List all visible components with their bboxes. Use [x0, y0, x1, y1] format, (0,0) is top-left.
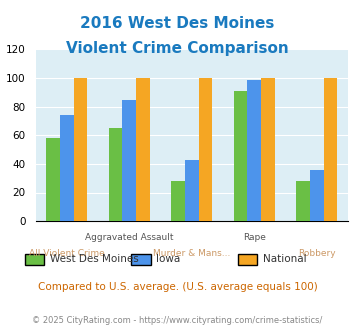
- Bar: [198, 78, 212, 221]
- Text: Iowa: Iowa: [156, 254, 180, 264]
- Bar: [310, 170, 323, 221]
- Text: All Violent Crime: All Violent Crime: [29, 249, 105, 258]
- Text: Compared to U.S. average. (U.S. average equals 100): Compared to U.S. average. (U.S. average …: [38, 282, 317, 292]
- Bar: [122, 100, 136, 221]
- Text: Murder & Mans...: Murder & Mans...: [153, 249, 230, 258]
- Text: West Des Moines: West Des Moines: [50, 254, 138, 264]
- Bar: [234, 91, 247, 221]
- Bar: [136, 78, 150, 221]
- Text: Aggravated Assault: Aggravated Assault: [85, 233, 174, 242]
- Text: National: National: [263, 254, 306, 264]
- Text: © 2025 CityRating.com - https://www.cityrating.com/crime-statistics/: © 2025 CityRating.com - https://www.city…: [32, 316, 323, 325]
- Bar: [247, 80, 261, 221]
- Bar: [261, 78, 275, 221]
- Text: 2016 West Des Moines: 2016 West Des Moines: [80, 16, 275, 31]
- Text: Rape: Rape: [243, 233, 266, 242]
- Bar: [73, 78, 87, 221]
- Bar: [46, 138, 60, 221]
- Bar: [60, 115, 73, 221]
- Bar: [323, 78, 337, 221]
- Bar: [296, 181, 310, 221]
- Bar: [109, 128, 122, 221]
- Text: Robbery: Robbery: [298, 249, 335, 258]
- Bar: [185, 160, 198, 221]
- Text: Violent Crime Comparison: Violent Crime Comparison: [66, 41, 289, 56]
- Bar: [171, 181, 185, 221]
